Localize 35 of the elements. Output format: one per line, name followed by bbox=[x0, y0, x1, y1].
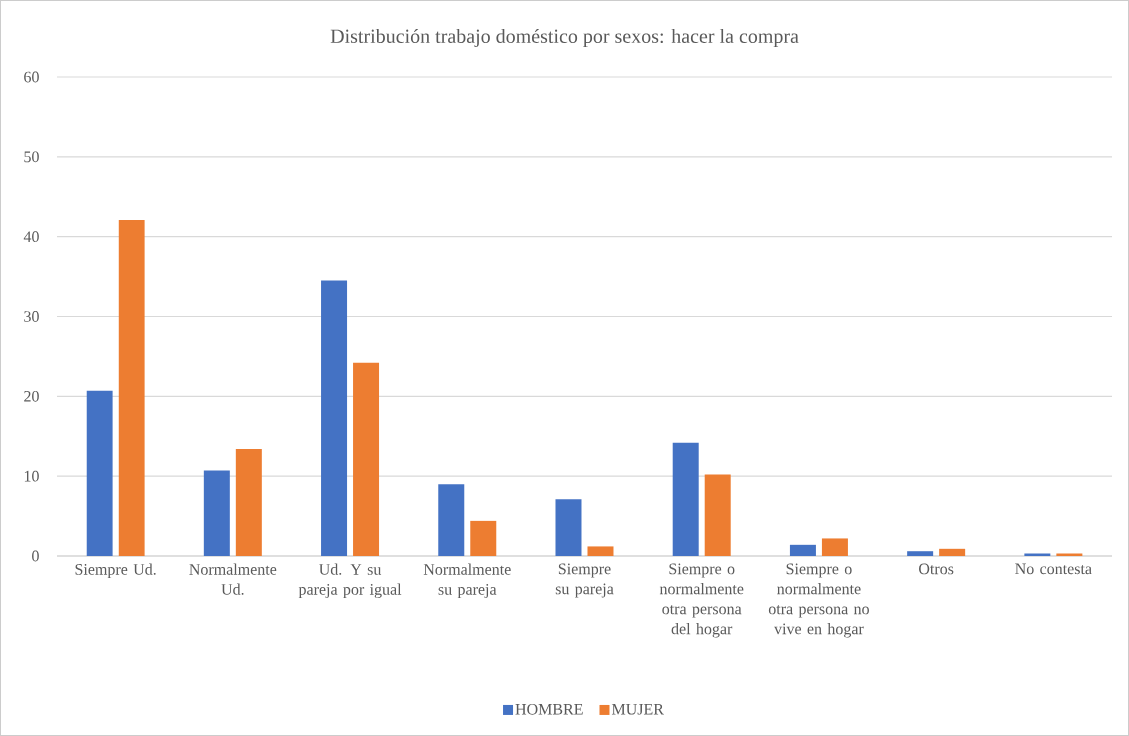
legend-label: HOMBRE bbox=[515, 703, 583, 715]
x-tick-label: Otros bbox=[919, 563, 954, 575]
y-tick-label: 60 bbox=[24, 71, 39, 83]
x-tick-label: Normalmente su pareja bbox=[423, 563, 511, 599]
bar bbox=[789, 544, 816, 556]
x-tick-label: No contesta bbox=[1015, 563, 1092, 575]
bar bbox=[203, 470, 230, 556]
y-tick-label: 50 bbox=[24, 151, 39, 163]
y-tick-label: 0 bbox=[32, 550, 39, 562]
bar bbox=[470, 520, 497, 556]
legend-label: MUJER bbox=[611, 703, 664, 715]
chart-title: Distribución trabajo doméstico por sexos: hacer la compra bbox=[330, 28, 799, 48]
x-tick-label: Siempre su pareja bbox=[555, 563, 614, 598]
bar bbox=[939, 548, 966, 556]
bar bbox=[235, 449, 262, 556]
bar bbox=[86, 390, 113, 556]
y-tick-label: 10 bbox=[24, 470, 39, 482]
x-tick-label: Siempre o normalmente otra persona no vive en hogar bbox=[768, 563, 869, 638]
bar bbox=[587, 546, 614, 556]
bar bbox=[118, 219, 145, 556]
x-tick-label: Ud. Y su pareja por igual bbox=[298, 563, 402, 599]
y-tick-label: 40 bbox=[23, 231, 39, 243]
bar bbox=[321, 280, 348, 556]
bar bbox=[704, 474, 731, 556]
bar bbox=[821, 538, 848, 556]
bar bbox=[555, 499, 582, 556]
bar bbox=[353, 362, 380, 556]
bar bbox=[672, 442, 699, 556]
x-tick-label: Siempre Ud. bbox=[75, 563, 156, 579]
bar bbox=[438, 484, 465, 556]
x-tick-label: Normalmente Ud. bbox=[189, 563, 277, 595]
bar bbox=[907, 551, 934, 556]
x-tick-label: Siempre o normalmente otra persona del hogar bbox=[659, 563, 744, 638]
y-tick-label: 20 bbox=[24, 390, 39, 402]
y-tick-label: 30 bbox=[24, 311, 39, 322]
